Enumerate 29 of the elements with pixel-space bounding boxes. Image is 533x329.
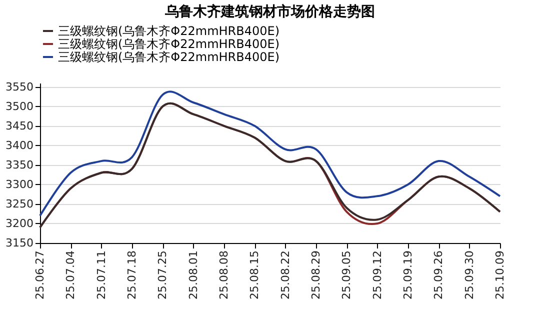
y-tick-label: 3500	[6, 100, 34, 113]
y-tick-label: 3450	[6, 119, 34, 132]
x-tick-label: 25.08.15	[248, 250, 262, 300]
y-tick-label: 3550	[6, 80, 34, 94]
x-tick-label: 25.09.05	[340, 250, 354, 300]
x-tick-label: 25.07.04	[64, 250, 78, 300]
y-tick-label: 3350	[6, 158, 34, 172]
legend-label: 三级螺纹钢(乌鲁木齐Φ22mmHRB400E)	[58, 37, 280, 51]
y-tick-label: 3250	[6, 197, 34, 210]
x-tick-label: 25.08.08	[218, 250, 230, 300]
legend-label: 三级螺纹钢(乌鲁木齐Φ22mmHRB400E)	[58, 50, 280, 64]
x-tick-label: 25.08.29	[310, 250, 322, 300]
x-tick-label: 25.09.26	[432, 250, 446, 300]
x-tick-label: 25.09.19	[402, 250, 414, 300]
legend-label: 三级螺纹钢(乌鲁木齐Φ22mmHRB400E)	[58, 24, 280, 38]
y-tick-label: 3300	[6, 178, 34, 191]
x-tick-label: 25.09.30	[462, 250, 476, 300]
x-tick-label: 25.07.25	[156, 250, 170, 300]
x-tick-label: 25.10.09	[494, 250, 506, 300]
x-tick-label: 25.07.18	[126, 250, 138, 300]
x-tick-label: 25.06.27	[34, 250, 46, 300]
chart-title: 乌鲁木齐建筑钢材市场价格走势图	[164, 3, 375, 20]
x-tick-label: 25.09.12	[370, 250, 384, 300]
x-tick-label: 25.08.01	[186, 250, 200, 300]
x-tick-label: 25.08.22	[278, 250, 292, 300]
y-tick-label: 3400	[6, 138, 34, 152]
y-tick-label: 3150	[6, 236, 34, 250]
y-tick-label: 3200	[6, 216, 34, 230]
x-tick-label: 25.07.11	[94, 250, 108, 300]
